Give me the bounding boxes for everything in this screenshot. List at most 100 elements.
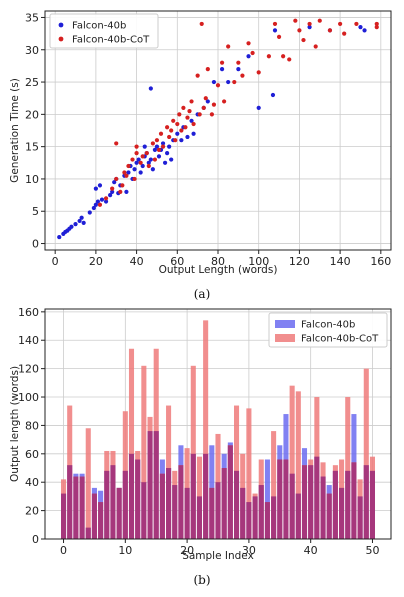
bar xyxy=(345,397,351,539)
data-point xyxy=(266,54,271,59)
x-tick-label: 40 xyxy=(304,544,318,557)
data-point xyxy=(313,44,318,49)
y-axis-label: Output length (words) xyxy=(9,366,21,482)
data-point xyxy=(181,105,186,110)
y-tick-label: 40 xyxy=(25,476,39,489)
bar-overlap xyxy=(264,502,270,539)
bar-overlap xyxy=(314,456,320,539)
data-point xyxy=(276,34,282,39)
chart-bar: 0 10 20 30 40 50 0 20 40 60 80 100 120 140 160 Sample I… xyxy=(9,306,392,587)
data-point xyxy=(126,163,131,169)
bar-overlap xyxy=(141,482,147,539)
legend-label: Falcon-40b xyxy=(72,21,126,32)
bar xyxy=(190,365,196,539)
data-point xyxy=(99,197,105,202)
bar-overlap xyxy=(246,502,252,539)
data-point xyxy=(97,183,103,188)
overlap-region xyxy=(61,431,375,539)
data-point xyxy=(160,141,166,146)
bar-overlap xyxy=(61,493,67,539)
data-point xyxy=(272,21,278,27)
bar-overlap xyxy=(351,462,357,539)
bar-overlap xyxy=(203,453,209,539)
data-point xyxy=(146,163,151,169)
data-point xyxy=(272,28,278,33)
legend-label: Falcon-40b xyxy=(301,320,355,331)
data-point xyxy=(205,99,210,104)
bar xyxy=(295,391,301,539)
y-tick-label: 15 xyxy=(25,141,39,154)
bar-overlap xyxy=(147,431,153,539)
data-point xyxy=(150,141,155,146)
data-point xyxy=(138,170,143,175)
y-axis-label: Generation Time (s) xyxy=(9,78,21,183)
legend-swatch xyxy=(275,334,295,342)
data-point xyxy=(327,28,333,33)
bar-overlap xyxy=(116,487,122,539)
bar-overlap xyxy=(345,470,351,539)
x-tick-label: 40 xyxy=(130,255,144,268)
bar xyxy=(85,428,91,539)
data-point xyxy=(95,199,101,204)
bar xyxy=(289,385,295,539)
legend-marker xyxy=(58,36,64,42)
figure-caption: (a) xyxy=(194,287,211,301)
y-tick-label: 0 xyxy=(32,533,39,546)
y-tick-label: 20 xyxy=(25,505,39,518)
data-point xyxy=(154,138,160,143)
data-point xyxy=(140,154,145,159)
x-axis-label: Sample Index xyxy=(182,550,254,562)
bar-overlap xyxy=(178,465,184,539)
data-point xyxy=(124,189,129,194)
bar-overlap xyxy=(166,468,172,539)
bar-overlap xyxy=(240,487,246,539)
data-point xyxy=(114,176,119,182)
bar-overlap xyxy=(79,476,85,539)
data-point xyxy=(287,57,292,62)
data-point xyxy=(215,83,221,88)
y-tick-label: 20 xyxy=(25,108,39,121)
bar-overlap xyxy=(73,476,79,539)
y-tick-label: 80 xyxy=(25,419,39,432)
data-point xyxy=(211,102,217,107)
data-point xyxy=(232,79,237,85)
data-point xyxy=(189,99,194,104)
data-point xyxy=(120,183,125,188)
data-point xyxy=(185,115,190,120)
data-point xyxy=(256,70,261,75)
x-tick-label: 0 xyxy=(52,255,59,268)
bar-overlap xyxy=(234,470,240,539)
legend-box xyxy=(268,312,388,348)
bar-overlap xyxy=(122,470,128,539)
legend-label: Falcon-40b-CoT xyxy=(72,35,150,46)
data-point xyxy=(93,186,98,191)
bar-overlap xyxy=(332,470,338,539)
y-tick-label: 10 xyxy=(25,173,39,186)
data-point xyxy=(307,21,312,27)
data-point xyxy=(103,199,109,204)
data-point xyxy=(281,54,286,59)
legend-marker xyxy=(58,22,64,28)
data-point xyxy=(158,131,164,136)
data-point xyxy=(199,21,204,27)
bar-overlap xyxy=(283,459,289,539)
figure-caption: (b) xyxy=(193,573,210,587)
x-tick-label: 140 xyxy=(330,255,351,268)
data-point xyxy=(203,96,208,101)
legend-label: Falcon-40b-CoT xyxy=(301,334,379,345)
data-point xyxy=(175,131,180,136)
data-point xyxy=(114,141,119,146)
bar-overlap xyxy=(91,493,97,539)
data-point xyxy=(179,138,184,143)
y-tick-label: 100 xyxy=(18,391,39,404)
data-point xyxy=(342,31,347,36)
data-point xyxy=(162,160,168,165)
data-point xyxy=(91,205,96,211)
x-tick-label: 50 xyxy=(365,544,379,557)
bar-overlap xyxy=(277,459,283,539)
y-tick-label: 30 xyxy=(25,44,39,57)
data-point xyxy=(171,118,176,123)
bar xyxy=(363,368,369,539)
data-point xyxy=(226,79,231,85)
data-point xyxy=(293,18,298,23)
